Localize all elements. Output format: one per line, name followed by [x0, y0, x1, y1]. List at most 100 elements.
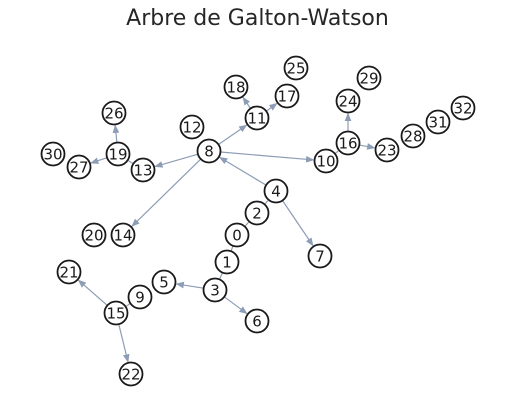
- node-16[interactable]: 16: [335, 130, 361, 156]
- node-label: 28: [403, 128, 422, 146]
- node-13[interactable]: 13: [130, 157, 156, 183]
- edge-11-18: [242, 96, 252, 109]
- node-circle: [224, 222, 250, 248]
- node-label: 26: [104, 105, 123, 123]
- node-circle: [374, 137, 400, 163]
- node-circle: [274, 83, 300, 109]
- node-circle: [66, 154, 92, 180]
- node-14[interactable]: 14: [110, 222, 136, 248]
- node-label: 11: [247, 110, 266, 128]
- node-6[interactable]: 6: [244, 308, 270, 334]
- node-10[interactable]: 10: [313, 148, 339, 174]
- node-circle: [118, 361, 144, 387]
- node-label: 21: [59, 264, 78, 282]
- node-circle: [103, 300, 129, 326]
- node-circle: [202, 277, 228, 303]
- node-label: 5: [159, 274, 169, 292]
- node-32[interactable]: 32: [450, 95, 476, 121]
- node-12[interactable]: 12: [179, 114, 205, 140]
- edge-1-3: [219, 272, 224, 279]
- edge-8-11: [218, 124, 248, 145]
- node-7[interactable]: 7: [307, 243, 333, 269]
- node-circle: [40, 141, 66, 167]
- node-circle: [425, 109, 451, 135]
- node-29[interactable]: 29: [356, 65, 382, 91]
- node-24[interactable]: 24: [335, 88, 361, 114]
- node-11[interactable]: 11: [244, 105, 270, 131]
- node-8[interactable]: 8: [196, 138, 222, 164]
- node-label: 17: [277, 88, 296, 106]
- node-27[interactable]: 27: [66, 154, 92, 180]
- node-25[interactable]: 25: [283, 55, 309, 81]
- node-label: 30: [43, 146, 62, 164]
- node-0[interactable]: 0: [224, 222, 250, 248]
- node-circle: [127, 284, 153, 310]
- node-26[interactable]: 26: [101, 100, 127, 126]
- node-22[interactable]: 22: [118, 361, 144, 387]
- node-circle: [105, 141, 131, 167]
- node-circle: [283, 55, 309, 81]
- node-15[interactable]: 15: [103, 300, 129, 326]
- node-circle: [356, 65, 382, 91]
- node-circle: [179, 114, 205, 140]
- node-label: 3: [210, 282, 220, 300]
- edge-3-6: [223, 296, 248, 315]
- node-label: 24: [338, 93, 357, 111]
- node-4[interactable]: 4: [263, 178, 289, 204]
- node-circle: [335, 88, 361, 114]
- node-circle: [151, 269, 177, 295]
- node-label: 1: [222, 254, 232, 272]
- node-1[interactable]: 1: [214, 249, 240, 275]
- edge-8-13: [154, 153, 199, 168]
- edge-15-21: [77, 279, 108, 306]
- node-17[interactable]: 17: [274, 83, 300, 109]
- node-label: 27: [69, 159, 88, 177]
- node-31[interactable]: 31: [425, 109, 451, 135]
- node-23[interactable]: 23: [374, 137, 400, 163]
- node-label: 7: [315, 248, 325, 266]
- nodes-layer: 0123456789101112131415161718192021222324…: [40, 55, 476, 387]
- diagram-title: Arbre de Galton-Watson: [126, 6, 389, 31]
- node-label: 4: [271, 183, 281, 201]
- node-18[interactable]: 18: [223, 74, 249, 100]
- node-9[interactable]: 9: [127, 284, 153, 310]
- node-circle: [101, 100, 127, 126]
- node-30[interactable]: 30: [40, 141, 66, 167]
- node-21[interactable]: 21: [56, 259, 82, 285]
- node-19[interactable]: 19: [105, 141, 131, 167]
- node-28[interactable]: 28: [400, 123, 426, 149]
- node-circle: [244, 308, 270, 334]
- node-circle: [81, 222, 107, 248]
- node-circle: [56, 259, 82, 285]
- node-label: 16: [338, 135, 357, 153]
- node-2[interactable]: 2: [244, 200, 270, 226]
- edge-19-27: [90, 157, 108, 164]
- node-label: 15: [106, 305, 125, 323]
- node-label: 22: [121, 366, 140, 384]
- node-label: 31: [428, 114, 447, 132]
- node-3[interactable]: 3: [202, 277, 228, 303]
- edge-4-8: [219, 156, 267, 186]
- edge-16-23: [359, 143, 376, 150]
- node-circle: [307, 243, 333, 269]
- node-circle: [335, 130, 361, 156]
- node-label: 9: [135, 289, 145, 307]
- node-circle: [263, 178, 289, 204]
- edge-4-7: [281, 200, 314, 247]
- node-circle: [400, 123, 426, 149]
- node-label: 20: [84, 227, 103, 245]
- edge-11-17: [265, 102, 278, 112]
- edge-8-14: [131, 158, 202, 227]
- edge-19-26: [112, 124, 120, 143]
- node-circle: [244, 105, 270, 131]
- node-label: 13: [133, 162, 152, 180]
- node-label: 0: [232, 227, 242, 245]
- node-label: 8: [204, 143, 214, 161]
- node-5[interactable]: 5: [151, 269, 177, 295]
- node-label: 25: [286, 60, 305, 78]
- node-circle: [196, 138, 222, 164]
- node-label: 19: [108, 146, 127, 164]
- node-20[interactable]: 20: [81, 222, 107, 248]
